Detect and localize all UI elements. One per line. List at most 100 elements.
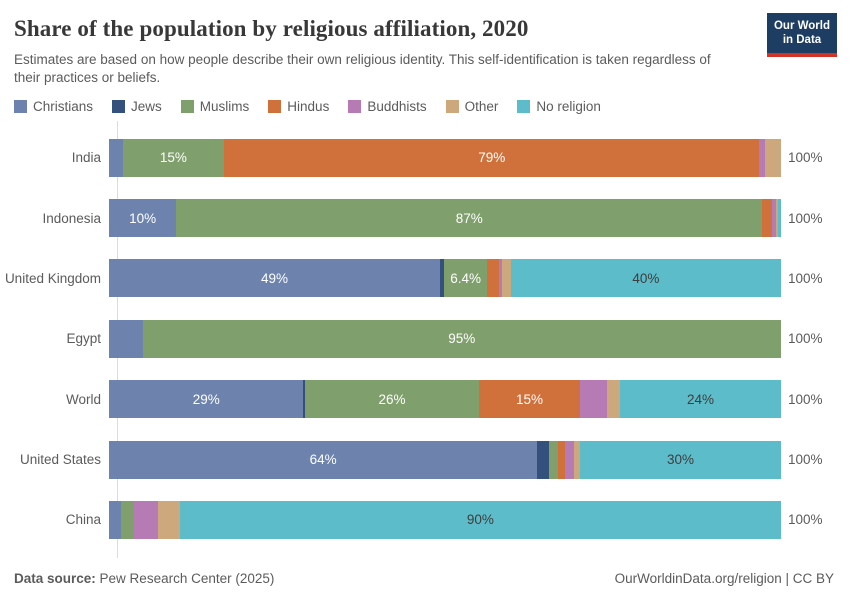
segment-united-states-hindus[interactable]: [558, 440, 565, 479]
segment-world-other[interactable]: [606, 380, 620, 419]
legend-label-hindus: Hindus: [287, 99, 330, 115]
row-total-indonesia: 100%: [788, 210, 823, 226]
segment-indonesia-hindus[interactable]: [762, 199, 773, 238]
row-label-indonesia: Indonesia: [42, 210, 101, 226]
segment-value-label: 6.4%: [450, 270, 481, 286]
segment-value-label: 64%: [309, 452, 337, 468]
segment-value-label: 15%: [515, 391, 543, 407]
stacked-bar-chart: India 15% 79% 100% Indonesia 10% 87% 100% United…: [0, 121, 850, 559]
segment-indonesia-no-religion[interactable]: [778, 199, 781, 238]
segment-united-states-no-religion[interactable]: 30%: [580, 440, 781, 479]
segment-united-kingdom-hindus[interactable]: [487, 259, 500, 298]
owid-logo-line1: Our World: [773, 20, 830, 32]
segment-india-christians[interactable]: [109, 138, 123, 177]
segment-india-other[interactable]: [764, 138, 781, 177]
legend-swatch-hindus: [268, 100, 282, 114]
bar-united-states: 64% 30%: [109, 440, 781, 479]
legend-label-christians: Christians: [33, 99, 94, 115]
segment-india-buddhists[interactable]: [759, 138, 765, 177]
segment-indonesia-other[interactable]: [776, 199, 779, 238]
segment-value-label: 95%: [448, 331, 476, 347]
segment-united-states-christians[interactable]: 64%: [109, 440, 538, 479]
segment-value-label: 40%: [632, 270, 660, 286]
row-total-world: 100%: [788, 391, 823, 407]
segment-china-buddhists[interactable]: [134, 500, 159, 539]
segment-world-jews[interactable]: [303, 380, 305, 419]
legend-item-jews[interactable]: Jews: [112, 99, 162, 114]
segment-united-states-jews[interactable]: [537, 440, 550, 479]
data-source-label: Data source:: [14, 571, 96, 586]
segment-united-states-buddhists[interactable]: [564, 440, 575, 479]
segment-world-buddhists[interactable]: [579, 380, 607, 419]
row-label-united-states: United States: [19, 452, 101, 468]
footer: Data source: Pew Research Center (2025) …: [0, 571, 850, 586]
legend-label-other: Other: [464, 99, 499, 115]
bar-row-united-states: United States 64% 30% 100%: [0, 429, 850, 489]
segment-united-kingdom-muslims[interactable]: 6.4%: [443, 259, 488, 298]
data-source: Data source: Pew Research Center (2025): [14, 571, 274, 586]
bar-row-united-kingdom: United Kingdom 49% 6.4% 40% 100%: [0, 248, 850, 308]
chart-subtitle: Estimates are based on how people descri…: [14, 52, 711, 86]
bar-indonesia: 10% 87%: [109, 199, 781, 238]
owid-logo-line2: in Data: [782, 34, 822, 47]
segment-world-no-religion[interactable]: 24%: [619, 380, 781, 419]
segment-united-kingdom-no-religion[interactable]: 40%: [510, 259, 781, 298]
bar-world: 29% 26% 15% 24%: [109, 380, 781, 419]
legend-item-other[interactable]: Other: [445, 99, 499, 115]
bar-row-egypt: Egypt 95% 100%: [0, 309, 850, 369]
legend-swatch-buddhists: [348, 100, 362, 114]
segment-value-label: 26%: [378, 391, 406, 407]
bar-china: 90%: [109, 500, 781, 539]
segment-value-label: 49%: [260, 270, 288, 286]
row-total-united-states: 100%: [788, 452, 823, 468]
segment-world-hindus[interactable]: 15%: [479, 380, 580, 419]
segment-united-kingdom-buddhists[interactable]: [499, 259, 503, 298]
legend-swatch-no-religion: [517, 100, 531, 114]
bar-row-india: India 15% 79% 100%: [0, 127, 850, 187]
segment-united-kingdom-other[interactable]: [502, 259, 511, 298]
segment-value-label: 29%: [192, 391, 220, 407]
row-total-united-kingdom: 100%: [788, 270, 823, 286]
segment-united-kingdom-jews[interactable]: [439, 259, 444, 298]
segment-indonesia-christians[interactable]: 10%: [109, 199, 177, 238]
segment-value-label: 24%: [686, 391, 714, 407]
credit-link[interactable]: OurWorldinData.org/religion | CC BY: [614, 571, 834, 586]
segment-india-muslims[interactable]: 15%: [122, 138, 225, 177]
legend-item-hindus[interactable]: Hindus: [268, 99, 329, 114]
segment-egypt-muslims[interactable]: 95%: [142, 319, 781, 358]
owid-logo: Our World in Data: [767, 13, 837, 57]
segment-egypt-christians[interactable]: [109, 319, 143, 358]
segment-china-muslims[interactable]: [121, 500, 135, 539]
legend: Christians Jews Muslims Hindus Buddhists Othe…: [0, 87, 850, 114]
legend-item-christians[interactable]: Christians: [14, 99, 93, 114]
bar-egypt: 95%: [109, 319, 781, 358]
row-total-egypt: 100%: [788, 331, 823, 347]
legend-item-no-religion[interactable]: No religion: [517, 99, 601, 114]
row-total-china: 100%: [788, 512, 823, 528]
legend-item-muslims[interactable]: Muslims: [180, 99, 249, 114]
segment-indonesia-muslims[interactable]: 87%: [176, 199, 763, 238]
segment-united-kingdom-christians[interactable]: 49%: [109, 259, 440, 298]
row-label-china: China: [65, 512, 101, 528]
segment-china-no-religion[interactable]: 90%: [179, 500, 781, 539]
segment-value-label: 87%: [455, 210, 483, 226]
segment-value-label: 10%: [129, 210, 157, 226]
segment-world-muslims[interactable]: 26%: [304, 380, 480, 419]
segment-china-christians[interactable]: [109, 500, 122, 539]
segment-world-christians[interactable]: 29%: [109, 380, 304, 419]
row-label-united-kingdom: United Kingdom: [4, 270, 101, 286]
bar-india: 15% 79%: [109, 138, 781, 177]
legend-swatch-other: [445, 100, 459, 114]
legend-item-buddhists[interactable]: Buddhists: [348, 99, 427, 115]
legend-label-jews: Jews: [131, 99, 162, 115]
bar-row-china: China 90% 100%: [0, 490, 850, 550]
segment-united-states-muslims[interactable]: [549, 440, 559, 479]
segment-united-states-other[interactable]: [574, 440, 581, 479]
segment-india-hindus[interactable]: 79%: [224, 138, 760, 177]
page-title: Share of the population by religious aff…: [14, 16, 529, 41]
legend-label-buddhists: Buddhists: [367, 99, 427, 115]
segment-china-other[interactable]: [158, 500, 180, 539]
segment-indonesia-buddhists[interactable]: [772, 199, 777, 238]
legend-swatch-jews: [112, 100, 126, 114]
